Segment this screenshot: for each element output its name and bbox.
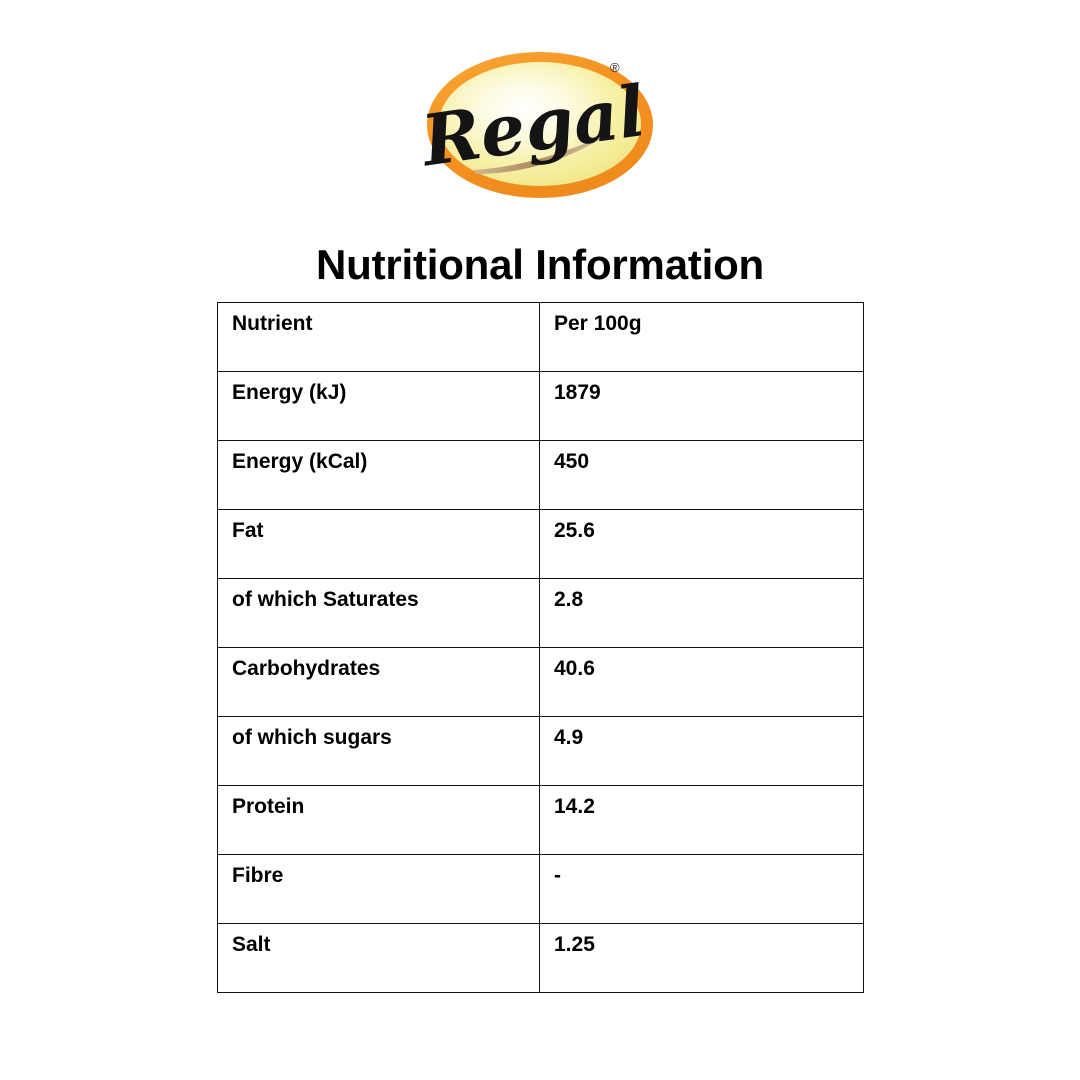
row-label-sugars: of which sugars [217,716,540,786]
row-value-energy-kcal: 450 [539,440,864,510]
row-value-salt: 1.25 [539,923,864,993]
row-label-energy-kj: Energy (kJ) [217,371,540,441]
nutrition-table: Nutrient Per 100g Energy (kJ) 1879 Energ… [217,302,864,993]
logo-inner-field [439,62,641,186]
table-row: Salt 1.25 [217,923,864,993]
table-row: Energy (kCal) 450 [217,440,864,510]
column-header-nutrient: Nutrient [217,302,540,372]
nutrition-table-body: Nutrient Per 100g Energy (kJ) 1879 Energ… [217,302,864,993]
table-row: of which Saturates 2.8 [217,578,864,648]
row-label-protein: Protein [217,785,540,855]
table-row: Energy (kJ) 1879 [217,371,864,441]
regal-logo-graphic: Regal ® [415,52,653,198]
table-row: Fat 25.6 [217,509,864,579]
row-label-fibre: Fibre [217,854,540,924]
logo-swoosh [473,132,611,174]
row-label-carbohydrates: Carbohydrates [217,647,540,717]
table-row: Protein 14.2 [217,785,864,855]
table-row: of which sugars 4.9 [217,716,864,786]
table-row: Fibre - [217,854,864,924]
row-value-fibre: - [539,854,864,924]
table-header-row: Nutrient Per 100g [217,302,864,372]
registered-trademark-icon: ® [610,60,620,75]
row-label-fat: Fat [217,509,540,579]
row-value-sugars: 4.9 [539,716,864,786]
row-label-saturates: of which Saturates [217,578,540,648]
row-label-energy-kcal: Energy (kCal) [217,440,540,510]
row-value-saturates: 2.8 [539,578,864,648]
row-value-carbohydrates: 40.6 [539,647,864,717]
row-value-protein: 14.2 [539,785,864,855]
regal-brand-logo: Regal ® [415,50,655,200]
table-row: Carbohydrates 40.6 [217,647,864,717]
nutrition-table-container: Nutrient Per 100g Energy (kJ) 1879 Energ… [217,302,864,993]
row-label-salt: Salt [217,923,540,993]
row-value-energy-kj: 1879 [539,371,864,441]
row-value-fat: 25.6 [539,509,864,579]
column-header-per-100g: Per 100g [539,302,864,372]
page-title: Nutritional Information [315,241,765,289]
